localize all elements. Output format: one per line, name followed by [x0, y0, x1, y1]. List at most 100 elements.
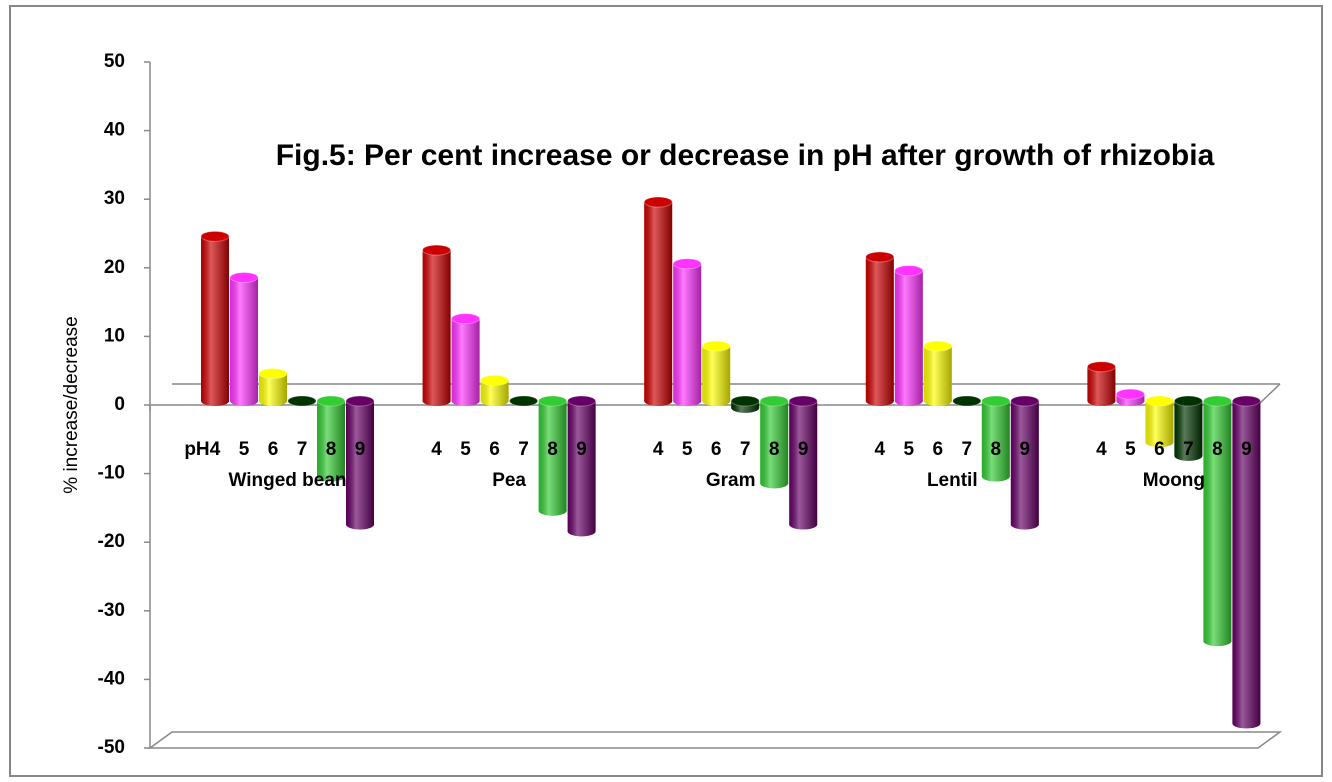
bar — [672, 258, 702, 406]
bar-shade — [1174, 401, 1203, 456]
floor — [147, 731, 1283, 749]
bar — [538, 395, 568, 516]
x-tick-label: Lentil — [927, 470, 978, 491]
x-tick-label: Pea — [492, 470, 526, 491]
bar-shade — [201, 236, 229, 401]
bar-top — [759, 395, 789, 407]
bar-top — [316, 395, 346, 407]
bar-bottom-shade — [894, 396, 923, 406]
series-label: 4 — [1096, 439, 1107, 460]
bar — [1115, 388, 1145, 406]
bar — [1231, 395, 1261, 729]
bar-top — [894, 265, 924, 277]
series-label: 7 — [962, 439, 973, 460]
bar-shade — [644, 202, 673, 401]
bar-top — [567, 395, 597, 407]
series-label: 8 — [1212, 439, 1223, 460]
bar-bottom-shade — [259, 396, 287, 406]
bar-shade — [894, 270, 923, 401]
bar-bottom-shade — [1145, 437, 1174, 448]
y-tick-label: 0 — [114, 394, 125, 415]
bar-shade — [346, 401, 374, 525]
bar-shade — [1232, 401, 1261, 724]
bar — [229, 272, 259, 406]
y-tick-label: -20 — [98, 531, 125, 552]
series-label: 8 — [769, 439, 780, 460]
bar-top — [287, 395, 317, 407]
series-label: 7 — [1183, 439, 1194, 460]
bar — [567, 395, 597, 537]
bar-bottom-shade — [567, 526, 596, 537]
bar-bottom-shade — [480, 396, 509, 406]
x-tick-label: Moong — [1143, 470, 1205, 491]
bar-top — [952, 395, 982, 407]
bar — [1086, 361, 1116, 406]
bar-bottom-shade — [1174, 450, 1203, 461]
bar — [643, 196, 673, 406]
bar-top — [451, 313, 481, 325]
bar-bottom-shade — [644, 396, 673, 406]
bar-top — [258, 368, 288, 380]
bar — [422, 244, 452, 406]
bar — [730, 395, 760, 413]
bar — [200, 230, 230, 406]
series-label: 5 — [460, 439, 471, 460]
series-label: 5 — [904, 439, 915, 460]
series-label: 9 — [1020, 439, 1031, 460]
series-label: 4 — [653, 439, 664, 460]
bar-bottom-shade — [789, 519, 818, 530]
x-tick-label: Gram — [706, 470, 756, 491]
series-label: 8 — [991, 439, 1002, 460]
series-label: 4 — [210, 439, 221, 460]
series-label: 9 — [355, 439, 366, 460]
series-label: 7 — [740, 439, 751, 460]
series-label: 9 — [576, 439, 587, 460]
bar-top — [509, 395, 539, 407]
bar — [894, 265, 924, 406]
bar-shade — [760, 401, 789, 484]
bar-top — [672, 258, 702, 270]
bar-bottom-shade — [346, 519, 374, 530]
bar-top — [701, 340, 731, 352]
series-label: 6 — [268, 439, 279, 460]
bar — [788, 395, 818, 530]
bar-top — [923, 340, 953, 352]
bar-top — [1086, 361, 1116, 373]
bar-bottom-shade — [1203, 636, 1232, 647]
series-label: 5 — [682, 439, 693, 460]
bar — [509, 395, 539, 407]
bar — [865, 251, 895, 406]
series-label: 7 — [297, 439, 308, 460]
y-tick-label: 20 — [104, 257, 125, 278]
bar-shade — [230, 277, 258, 401]
bar-bottom-shade — [1116, 396, 1145, 406]
series-label: 6 — [1154, 439, 1165, 460]
bar-shade — [451, 318, 480, 401]
series-label: 8 — [326, 439, 337, 460]
bar — [345, 395, 375, 530]
bar-top — [1231, 395, 1261, 407]
bar-bottom-shade — [230, 396, 258, 406]
bar — [1173, 395, 1203, 461]
y-tick-label: -10 — [98, 463, 125, 484]
bar-shade — [673, 263, 702, 401]
bar-shade — [923, 346, 952, 401]
bar — [1010, 395, 1040, 530]
bar-shade — [1203, 401, 1232, 642]
bar-top — [1173, 395, 1203, 407]
bar-shade — [702, 346, 731, 401]
bar-top — [200, 230, 230, 242]
bar — [316, 395, 346, 482]
bar — [701, 340, 731, 406]
bar-bottom-shade — [865, 396, 894, 406]
bar-shade — [480, 380, 509, 401]
series-label: 4 — [875, 439, 886, 460]
bar-bottom-shade — [1232, 718, 1261, 729]
bar-bottom-shade — [201, 396, 229, 406]
bar-bottom-shade — [731, 402, 760, 413]
y-tick-label: -30 — [98, 600, 125, 621]
bar-top — [1115, 388, 1145, 400]
bar-top — [229, 272, 259, 284]
bar-shade — [422, 250, 451, 401]
